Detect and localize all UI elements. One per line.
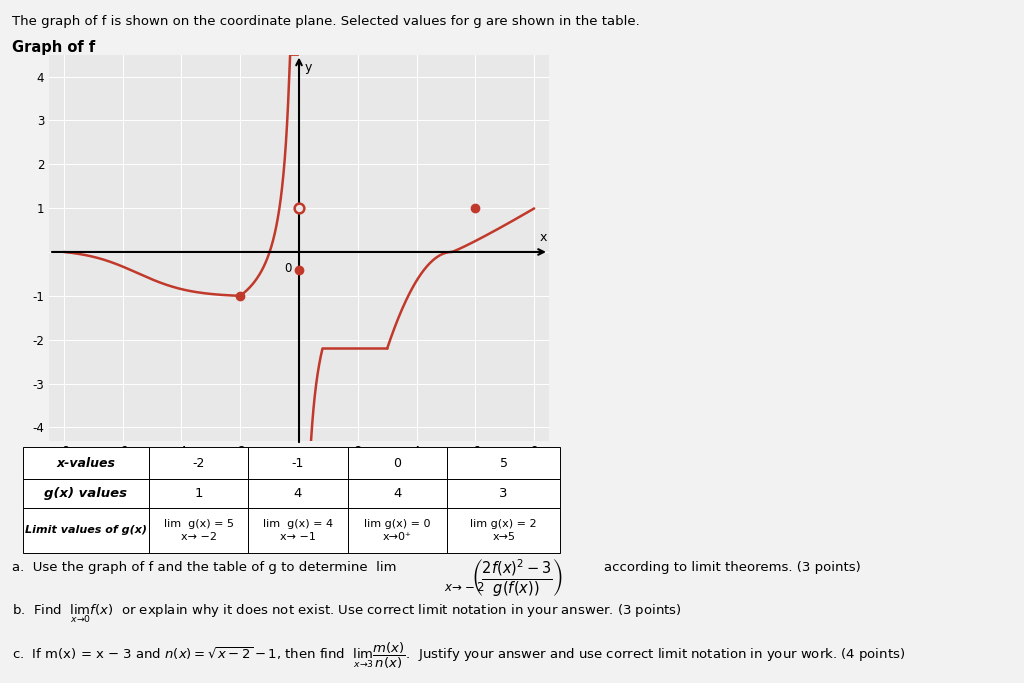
Bar bbox=[248, 479, 348, 507]
Bar bbox=[148, 507, 248, 553]
Text: x-values: x-values bbox=[56, 457, 115, 470]
Bar bbox=[23, 447, 148, 479]
Text: -1: -1 bbox=[292, 457, 304, 470]
Text: 4: 4 bbox=[393, 487, 401, 500]
Text: according to limit theorems. (3 points): according to limit theorems. (3 points) bbox=[604, 561, 861, 574]
Bar bbox=[447, 447, 560, 479]
Text: c.  If m(x) = x $-$ 3 and $n(x) = \sqrt{x-2}-1$, then find  $\lim_{x\to3}\dfrac{: c. If m(x) = x $-$ 3 and $n(x) = \sqrt{x… bbox=[12, 641, 905, 671]
Text: 1: 1 bbox=[195, 487, 203, 500]
Text: -2: -2 bbox=[193, 457, 205, 470]
Text: $\left(\dfrac{2f(x)^2-3}{g(f(x))}\right)$: $\left(\dfrac{2f(x)^2-3}{g(f(x))}\right)… bbox=[471, 558, 563, 599]
Bar bbox=[447, 479, 560, 507]
Text: lim g(x) = 2
x→5: lim g(x) = 2 x→5 bbox=[470, 519, 537, 542]
Text: lim  g(x) = 4
x→ −1: lim g(x) = 4 x→ −1 bbox=[263, 519, 333, 542]
Text: 3: 3 bbox=[500, 487, 508, 500]
Text: Graph of f: Graph of f bbox=[12, 40, 95, 55]
Bar bbox=[148, 447, 248, 479]
Text: 4: 4 bbox=[294, 487, 302, 500]
Bar bbox=[348, 507, 447, 553]
Text: y: y bbox=[304, 61, 311, 74]
Bar bbox=[23, 507, 148, 553]
Bar bbox=[248, 507, 348, 553]
Text: Limit values of g(x): Limit values of g(x) bbox=[25, 525, 146, 535]
Text: lim g(x) = 0
x→0⁺: lim g(x) = 0 x→0⁺ bbox=[365, 519, 431, 542]
Text: $x\!\to\!-2$: $x\!\to\!-2$ bbox=[444, 581, 485, 594]
Text: x: x bbox=[540, 231, 547, 244]
Text: lim  g(x) = 5
x→ −2: lim g(x) = 5 x→ −2 bbox=[164, 519, 233, 542]
Text: The graph of f is shown on the coordinate plane. Selected values for g are shown: The graph of f is shown on the coordinat… bbox=[12, 15, 640, 28]
Bar bbox=[348, 447, 447, 479]
Bar bbox=[348, 479, 447, 507]
Bar bbox=[447, 507, 560, 553]
Text: g(x) values: g(x) values bbox=[44, 487, 127, 500]
Bar bbox=[148, 479, 248, 507]
Text: 0: 0 bbox=[285, 262, 292, 275]
Text: 5: 5 bbox=[500, 457, 508, 470]
Bar bbox=[248, 447, 348, 479]
Text: 0: 0 bbox=[393, 457, 401, 470]
Text: b.  Find  $\lim_{x\to0}f(x)$  or explain why it does not exist. Use correct limi: b. Find $\lim_{x\to0}f(x)$ or explain wh… bbox=[12, 602, 682, 625]
Text: a.  Use the graph of f and the table of g to determine  lim: a. Use the graph of f and the table of g… bbox=[12, 561, 396, 574]
Bar bbox=[23, 479, 148, 507]
